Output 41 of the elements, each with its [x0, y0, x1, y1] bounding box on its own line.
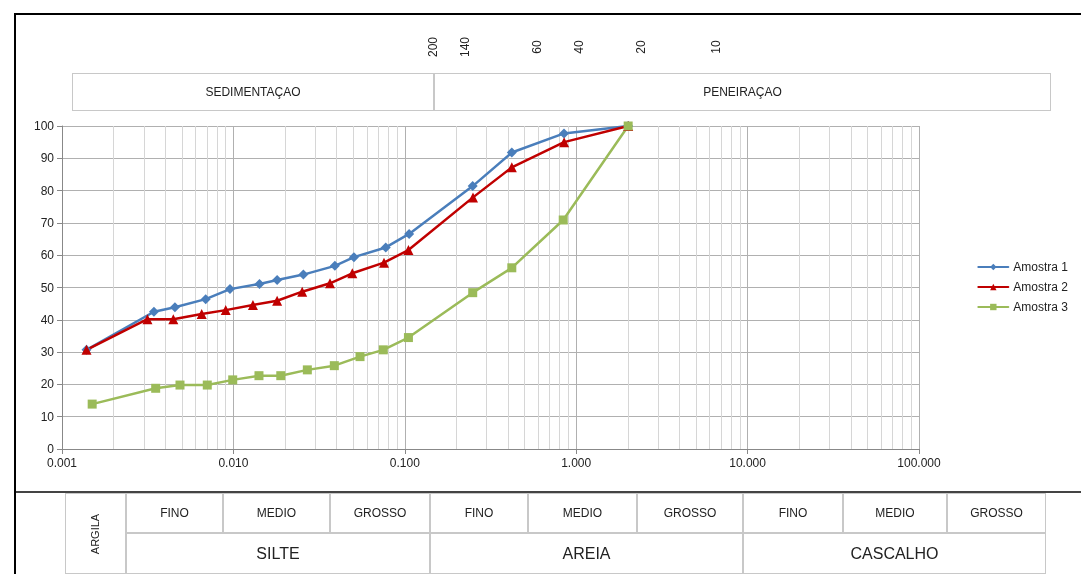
y-tick-label: 0	[47, 442, 55, 456]
text: SILTE	[126, 533, 430, 574]
text: FINO	[430, 493, 528, 533]
text: AREIA	[430, 533, 743, 574]
text: PENEIRAÇAO	[434, 73, 1051, 111]
x-tick-label: 100.000	[897, 456, 942, 470]
y-tick-label: 30	[40, 345, 55, 360]
text: GROSSO	[947, 493, 1046, 533]
text: GROSSO	[637, 493, 743, 533]
text: CASCALHO	[743, 533, 1046, 574]
y-tick-label: 40	[40, 312, 55, 327]
y-tick-label: 10	[40, 409, 55, 424]
legend-label: Amostra 1	[1013, 260, 1069, 274]
text: FINO	[743, 493, 843, 533]
y-tick-label: 100	[33, 119, 55, 133]
text: FINO	[126, 493, 223, 533]
y-tick-label: 50	[40, 280, 55, 295]
x-tick-label: 0.001	[46, 456, 78, 470]
y-tick-label: 80	[40, 183, 55, 198]
text: 10	[709, 40, 723, 54]
legend-label: Amostra 3	[1013, 300, 1069, 314]
x-tick-label: 10.000	[729, 456, 767, 470]
text: 40	[572, 40, 586, 54]
text: SEDIMENTAÇAO	[72, 73, 434, 111]
text: 140	[458, 36, 472, 58]
text: MEDIO	[528, 493, 637, 533]
y-tick-label: 70	[40, 215, 55, 230]
text: MEDIO	[843, 493, 947, 533]
x-tick-label: 0.010	[218, 456, 249, 470]
x-tick-label: 0.100	[389, 456, 421, 470]
y-tick-label: 20	[40, 377, 55, 392]
y-tick-label: 90	[40, 151, 55, 166]
x-tick-label: 1.000	[561, 456, 592, 470]
y-tick-label: 60	[40, 248, 55, 263]
text: 200	[426, 36, 440, 58]
text: 20	[634, 40, 648, 54]
text: ARGILA	[89, 513, 102, 554]
text: 60	[530, 40, 544, 54]
legend-label: Amostra 2	[1013, 280, 1069, 294]
text: MEDIO	[223, 493, 330, 533]
text: GROSSO	[330, 493, 430, 533]
